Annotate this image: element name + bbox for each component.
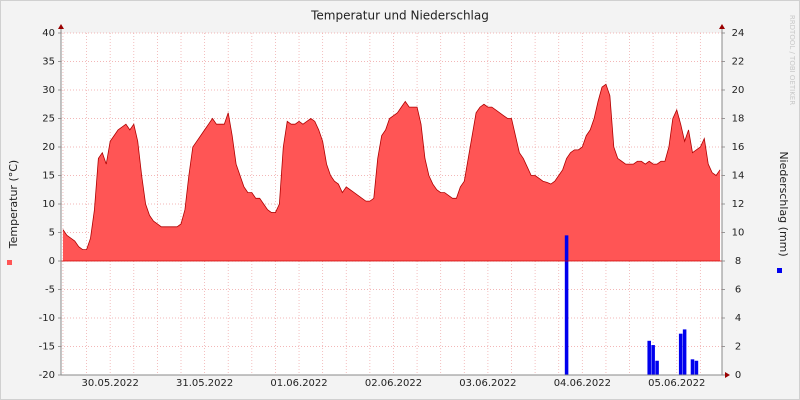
x-tick-label: 03.06.2022 — [459, 378, 516, 389]
y-tick-label: 40 — [42, 28, 55, 39]
y-tick-label: -15 — [39, 342, 55, 353]
x-tick-label: 01.06.2022 — [270, 378, 327, 389]
x-tick-label: 30.05.2022 — [82, 378, 139, 389]
y2-tick-label: 12 — [732, 199, 745, 210]
watermark: RRDTOOL / TOBI OETIKER — [788, 15, 796, 105]
y-tick-label: 15 — [42, 171, 55, 182]
marks — [62, 83, 721, 375]
y-tick-label: 35 — [42, 57, 55, 68]
precip-bar — [564, 235, 569, 375]
temperature-area — [62, 84, 721, 261]
y2-tick-label: 16 — [732, 142, 745, 153]
y2-tick-label: 0 — [735, 370, 741, 381]
y-tick-label: 5 — [49, 228, 55, 239]
y2-tick-label: 2 — [735, 342, 741, 353]
y-tick-label: 0 — [49, 256, 55, 267]
y-tick-label: 10 — [42, 199, 55, 210]
y-tick-label: 30 — [42, 85, 55, 96]
y2-tick-label: 8 — [735, 256, 741, 267]
axis-arrow — [719, 24, 725, 29]
y-tick-label: 20 — [42, 142, 55, 153]
y2-tick-label: 22 — [732, 57, 745, 68]
legend-swatch — [777, 268, 782, 273]
precip-bar — [678, 333, 683, 375]
y2-tick-label: 20 — [732, 85, 745, 96]
precip-bar — [655, 360, 659, 375]
axis-arrow — [725, 372, 730, 378]
y2-tick-label: 6 — [735, 285, 741, 296]
precip-bar — [682, 329, 687, 375]
y-axis-label: Temperatur (°C) — [7, 160, 20, 249]
axis-arrow — [58, 24, 64, 29]
precip-bar — [690, 359, 695, 375]
y2-tick-label: 18 — [732, 114, 745, 125]
legend-swatch — [7, 260, 12, 265]
x-tick-label: 31.05.2022 — [176, 378, 233, 389]
temperature-outline — [62, 83, 721, 250]
x-tick-label: 04.06.2022 — [554, 378, 611, 389]
precip-bar — [694, 360, 699, 375]
y2-tick-label: 24 — [732, 28, 745, 39]
x-tick-label: 02.06.2022 — [365, 378, 422, 389]
y-tick-label: -20 — [39, 370, 55, 381]
y-tick-label: -10 — [39, 313, 55, 324]
y2-tick-label: 14 — [732, 171, 745, 182]
y-tick-label: 25 — [42, 114, 55, 125]
x-tick-label: 05.06.2022 — [648, 378, 705, 389]
y2-tick-label: 10 — [732, 228, 745, 239]
precip-bar — [647, 340, 651, 375]
y2-axis-label: Niederschlag (mm) — [777, 151, 790, 256]
axes: 30.05.2022 31.05.2022 01.06.2022 02.06.2022… — [39, 24, 745, 389]
y-tick-label: -5 — [45, 285, 55, 296]
y2-tick-label: 4 — [735, 313, 741, 324]
chart-title: Temperatur und Niederschlag — [310, 9, 489, 23]
precip-bar — [651, 345, 655, 375]
